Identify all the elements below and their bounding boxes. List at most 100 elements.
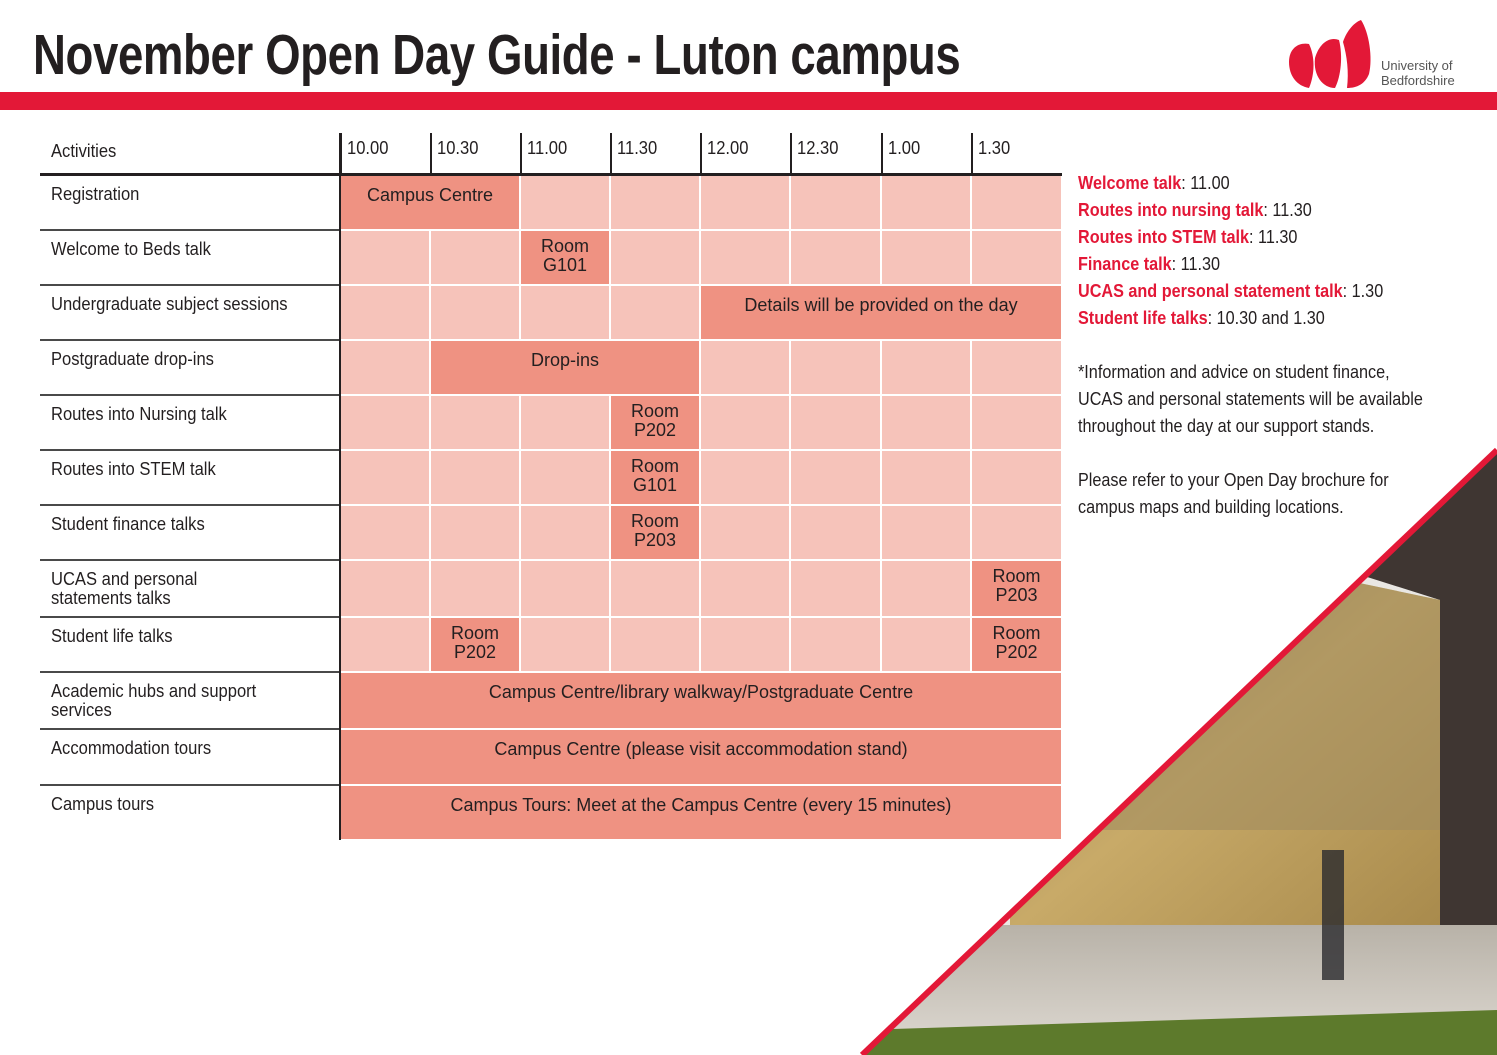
activity-line: UCAS and personal xyxy=(51,569,198,589)
activity-line: Accommodation tours xyxy=(51,738,212,758)
empty-cell xyxy=(521,561,609,616)
event-cell: Room P203 xyxy=(972,561,1061,616)
column-header: Activities xyxy=(51,141,117,161)
event-line: P203 xyxy=(995,585,1038,605)
event-line: G101 xyxy=(542,255,588,275)
row-rule xyxy=(40,229,340,231)
talk-name: Routes into STEM talk xyxy=(1078,227,1250,247)
event-line: Room xyxy=(540,236,589,256)
empty-cell xyxy=(701,176,789,229)
activity-label: Campus tours xyxy=(51,795,154,814)
notes: Welcome talk: 11.00 Routes into nursing t… xyxy=(1078,170,1450,548)
header-divider xyxy=(520,133,522,175)
empty-cell xyxy=(791,506,880,559)
activity-line: Postgraduate drop-ins xyxy=(51,349,214,369)
header-divider xyxy=(610,133,612,175)
activity-label: Undergraduate subject sessions xyxy=(51,295,288,314)
note-paragraph: *Information and advice on student finan… xyxy=(1078,362,1423,436)
event-line: Room xyxy=(630,456,679,476)
talk-name: UCAS and personal statement talk xyxy=(1078,281,1343,301)
activity-line: statements talks xyxy=(51,588,171,608)
empty-cell xyxy=(431,506,519,559)
event-cell: Room P202 xyxy=(972,618,1061,671)
empty-cell xyxy=(521,618,609,671)
row-rule xyxy=(40,784,340,786)
event-text: Room P202 xyxy=(431,624,519,662)
event-cell: Campus Centre xyxy=(341,176,519,229)
header-divider xyxy=(430,133,432,175)
photo-edge xyxy=(859,447,1497,1055)
empty-cell xyxy=(972,231,1061,284)
header-divider xyxy=(790,133,792,175)
empty-cell xyxy=(882,451,970,504)
column-header: 12.00 xyxy=(707,138,749,158)
event-cell: Room G101 xyxy=(521,231,609,284)
event-line: Campus Centre (please visit accommodatio… xyxy=(494,739,908,759)
activity-label: Student finance talks xyxy=(51,515,205,534)
event-text: Room G101 xyxy=(521,237,609,275)
talk-name: Welcome talk xyxy=(1078,173,1182,193)
page-title: November Open Day Guide - Luton campus xyxy=(33,23,961,87)
talk-name: Student life talks xyxy=(1078,308,1208,328)
activity-line: Campus tours xyxy=(51,794,155,814)
event-line: P203 xyxy=(633,530,677,550)
empty-cell xyxy=(611,176,699,229)
row-rule xyxy=(40,394,340,396)
event-cell: Campus Tours: Meet at the Campus Centre … xyxy=(341,786,1061,839)
header-divider xyxy=(971,133,973,175)
talk-time: : 11.30 xyxy=(1249,227,1298,247)
empty-cell xyxy=(521,176,609,229)
talk-line: Routes into nursing talk: 11.30 xyxy=(1078,197,1413,224)
event-text: Campus Centre/library walkway/Postgradua… xyxy=(341,683,1061,702)
activity-label: Welcome to Beds talk xyxy=(51,240,211,259)
event-text: Details will be provided on the day xyxy=(701,296,1061,315)
talk-name: Routes into nursing talk xyxy=(1078,200,1264,220)
empty-cell xyxy=(611,286,699,339)
talk-name: Finance talk xyxy=(1078,254,1172,274)
activity-line: Student life talks xyxy=(51,626,173,646)
column-header: 11.30 xyxy=(617,138,658,158)
empty-cell xyxy=(341,231,429,284)
event-cell: Room P203 xyxy=(611,506,699,559)
empty-cell xyxy=(611,231,699,284)
header-divider xyxy=(700,133,702,175)
empty-cell xyxy=(521,396,609,449)
activity-label: UCAS and personal statements talks xyxy=(51,570,197,608)
event-line: Room xyxy=(992,566,1041,586)
empty-cell xyxy=(701,561,789,616)
empty-cell xyxy=(882,618,970,671)
event-cell: Details will be provided on the day xyxy=(701,286,1061,339)
empty-cell xyxy=(341,286,429,339)
empty-cell xyxy=(431,286,519,339)
talk-time: : 1.30 xyxy=(1342,281,1384,301)
event-line: P202 xyxy=(453,642,497,662)
empty-cell xyxy=(341,506,429,559)
event-cell: Drop-ins xyxy=(431,341,699,394)
talk-time: : 11.00 xyxy=(1181,173,1230,193)
talk-time: : 10.30 and 1.30 xyxy=(1207,308,1325,328)
talk-line: Finance talk: 11.30 xyxy=(1078,251,1413,278)
empty-cell xyxy=(701,618,789,671)
empty-cell xyxy=(431,231,519,284)
empty-cell xyxy=(611,618,699,671)
spacer xyxy=(1078,332,1450,359)
empty-cell xyxy=(341,341,429,394)
empty-cell xyxy=(972,506,1061,559)
empty-cell xyxy=(341,618,429,671)
empty-cell xyxy=(972,341,1061,394)
empty-cell xyxy=(521,286,609,339)
event-text: Campus Centre xyxy=(341,186,519,205)
row-rule xyxy=(40,449,340,451)
column-header: 1.00 xyxy=(888,138,921,158)
event-cell: Campus Centre/library walkway/Postgradua… xyxy=(341,673,1061,728)
activity-label: Registration xyxy=(51,185,139,204)
event-line: Campus Centre xyxy=(366,185,494,205)
event-text: Campus Tours: Meet at the Campus Centre … xyxy=(341,796,1061,815)
empty-cell xyxy=(791,396,880,449)
talk-time: : 11.30 xyxy=(1171,254,1220,274)
activity-line: Welcome to Beds talk xyxy=(51,239,211,259)
empty-cell xyxy=(972,396,1061,449)
empty-cell xyxy=(341,561,429,616)
